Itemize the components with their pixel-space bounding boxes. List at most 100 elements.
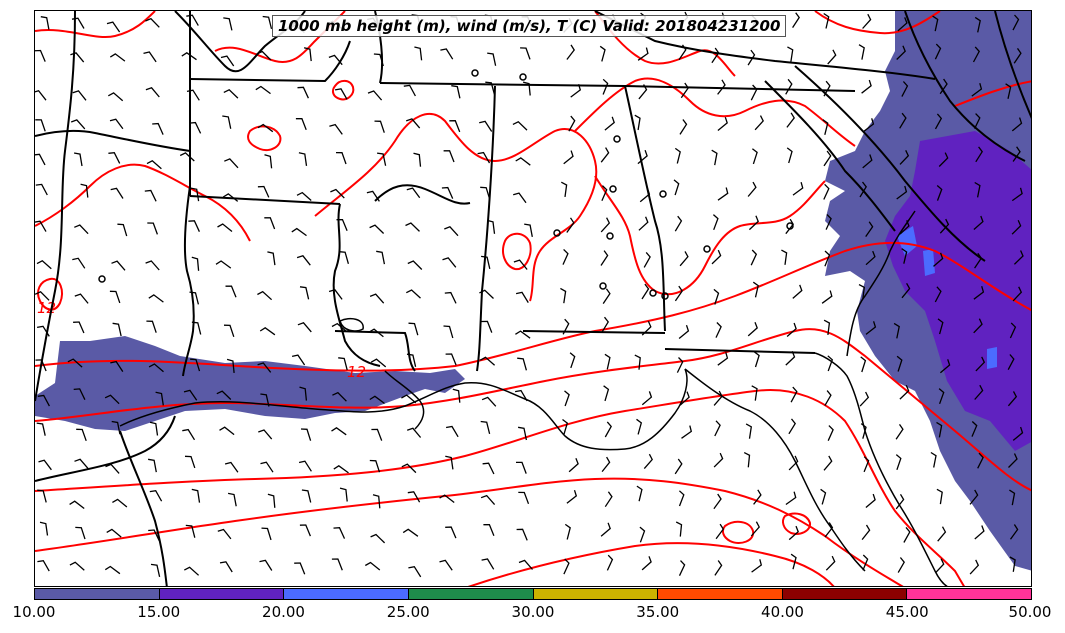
wind-barb (73, 388, 86, 400)
wind-barb (863, 456, 870, 473)
wind-barb (973, 318, 983, 334)
wind-barb (715, 523, 725, 540)
wind-barb (299, 524, 312, 537)
wind-barb (939, 218, 950, 234)
wind-barb (896, 45, 906, 60)
wind-barb (37, 489, 47, 503)
wind-barb (334, 88, 348, 100)
wind-barb (895, 493, 905, 510)
wind-barb (339, 487, 348, 502)
wind-barb (743, 452, 751, 468)
colorbar-tick-label: 15.00 (137, 603, 181, 621)
wind-barb (753, 351, 760, 368)
wind-barb (147, 458, 157, 473)
wind-barb (516, 461, 527, 474)
wind-barb (105, 463, 120, 474)
wind-barbs (35, 11, 1024, 578)
temp-contour (35, 241, 1031, 372)
lake-marker (519, 73, 527, 81)
wind-barb (973, 286, 985, 300)
wind-barb (564, 523, 571, 540)
wind-barb (112, 498, 128, 508)
wind-barb (515, 157, 531, 166)
wind-barb (785, 78, 793, 95)
wind-barb (862, 13, 872, 29)
wind-barb (603, 385, 610, 402)
wind-barb (714, 420, 721, 437)
wind-barb (485, 81, 496, 95)
wind-barb (1011, 117, 1023, 132)
wind-barb (568, 115, 576, 132)
wind-barb (67, 358, 83, 368)
wind-barb (479, 289, 494, 299)
wind-barb (827, 355, 834, 372)
lake-marker (98, 275, 106, 283)
wind-barb (408, 322, 419, 336)
wind-barb (445, 455, 454, 470)
wind-barb (479, 356, 496, 366)
florida-peninsula (814, 352, 948, 586)
wind-barb (256, 50, 272, 61)
wind-barb (971, 421, 978, 437)
wind-barb (681, 425, 693, 439)
wind-barb (406, 187, 421, 199)
wind-barb (35, 291, 50, 301)
wind-barb (566, 490, 578, 504)
wind-barb (895, 454, 902, 471)
wind-barb (339, 251, 350, 264)
shading-east-max-3 (987, 347, 997, 369)
wind-barb (372, 494, 381, 509)
wind-barb (145, 17, 160, 28)
wind-barb (190, 358, 201, 372)
wind-barb (148, 529, 160, 542)
wind-barb (299, 386, 308, 401)
wind-barb (935, 558, 945, 574)
boundary-virginia-north-carolina (904, 11, 1026, 162)
wind-barb (792, 12, 800, 28)
wind-barb (37, 394, 50, 407)
wind-barb (69, 500, 85, 510)
wind-barb (216, 390, 232, 400)
colorbar-segment (35, 589, 160, 599)
wind-barb (680, 82, 689, 99)
wind-barb (897, 17, 908, 32)
temp-contour (782, 512, 812, 535)
wind-barb (823, 455, 833, 471)
wind-barb (564, 390, 570, 407)
wind-barb (787, 46, 794, 62)
wind-barb (977, 452, 984, 469)
wind-barb (179, 152, 195, 162)
wind-barb (939, 359, 951, 374)
wind-barb (152, 122, 164, 135)
wind-barb (331, 322, 347, 332)
wind-barb (227, 492, 237, 507)
wind-barb (634, 354, 641, 370)
wind-barb (487, 219, 496, 234)
wind-barb (604, 116, 615, 131)
wind-barb (408, 565, 422, 578)
wind-barb (678, 560, 686, 576)
wind-barb (747, 322, 758, 337)
wind-barb (223, 17, 233, 31)
wind-barb (745, 423, 753, 439)
wind-barb (186, 89, 200, 101)
colorbar (34, 588, 1032, 600)
state-boundaries (35, 11, 1031, 586)
wind-barb (70, 52, 85, 63)
wind-barb (40, 16, 50, 30)
wind-barb (182, 428, 196, 441)
wind-barb (444, 226, 459, 237)
wind-barb (713, 493, 722, 510)
wind-barb (300, 428, 312, 441)
wind-barb (149, 421, 159, 436)
colorbar-segment (907, 589, 1031, 599)
wind-barb (792, 284, 803, 299)
wind-barb (219, 426, 235, 436)
wind-barb (823, 80, 831, 97)
wind-barb (824, 522, 834, 538)
wind-barb (481, 396, 497, 407)
wind-barb (181, 52, 197, 61)
wind-barb (972, 46, 980, 63)
wind-barb (641, 321, 652, 336)
wind-barb (481, 320, 493, 333)
